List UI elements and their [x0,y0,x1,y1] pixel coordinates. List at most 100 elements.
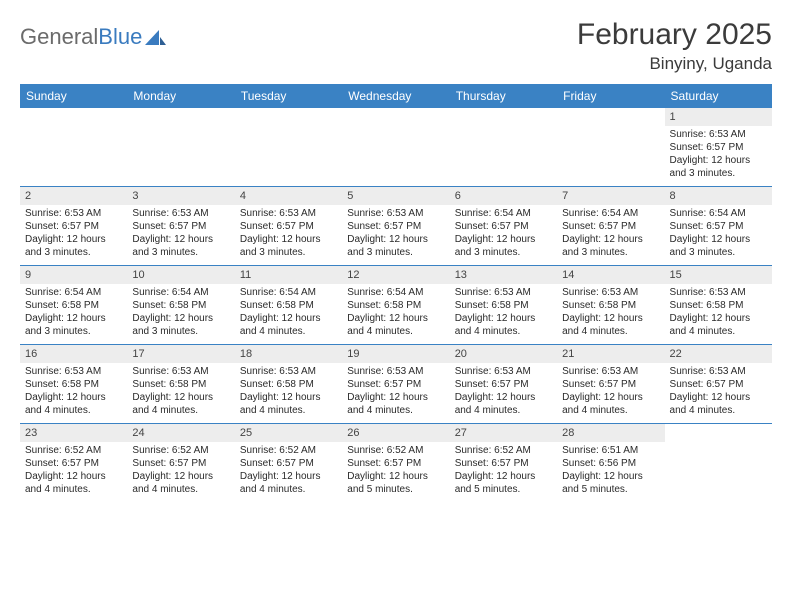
day-cell: 8Sunrise: 6:54 AMSunset: 6:57 PMDaylight… [665,187,772,265]
day-cell: 15Sunrise: 6:53 AMSunset: 6:58 PMDayligh… [665,266,772,344]
brand-part1: General [20,24,98,50]
day-number: 18 [235,345,342,363]
weeks-container: 1Sunrise: 6:53 AMSunset: 6:57 PMDaylight… [20,108,772,502]
sunrise-text: Sunrise: 6:54 AM [347,286,444,299]
day-cell: 4Sunrise: 6:53 AMSunset: 6:57 PMDaylight… [235,187,342,265]
sunrise-text: Sunrise: 6:53 AM [347,365,444,378]
sunrise-text: Sunrise: 6:53 AM [562,365,659,378]
day-cell: 22Sunrise: 6:53 AMSunset: 6:57 PMDayligh… [665,345,772,423]
daylight-text: Daylight: 12 hours and 3 minutes. [562,233,659,259]
day-cell [235,108,342,186]
sunset-text: Sunset: 6:58 PM [670,299,767,312]
sunset-text: Sunset: 6:58 PM [562,299,659,312]
day-body: Sunrise: 6:54 AMSunset: 6:58 PMDaylight:… [235,284,342,342]
daylight-text: Daylight: 12 hours and 4 minutes. [347,391,444,417]
day-number: 27 [450,424,557,442]
day-cell: 2Sunrise: 6:53 AMSunset: 6:57 PMDaylight… [20,187,127,265]
daylight-text: Daylight: 12 hours and 4 minutes. [455,312,552,338]
day-body: Sunrise: 6:53 AMSunset: 6:58 PMDaylight:… [235,363,342,421]
sunrise-text: Sunrise: 6:53 AM [562,286,659,299]
day-number: 7 [557,187,664,205]
sunrise-text: Sunrise: 6:52 AM [132,444,229,457]
day-body: Sunrise: 6:53 AMSunset: 6:58 PMDaylight:… [557,284,664,342]
day-number: 23 [20,424,127,442]
day-number: 10 [127,266,234,284]
sunrise-text: Sunrise: 6:54 AM [455,207,552,220]
sunrise-text: Sunrise: 6:53 AM [670,128,767,141]
day-cell: 28Sunrise: 6:51 AMSunset: 6:56 PMDayligh… [557,424,664,502]
day-body: Sunrise: 6:52 AMSunset: 6:57 PMDaylight:… [235,442,342,500]
day-cell: 23Sunrise: 6:52 AMSunset: 6:57 PMDayligh… [20,424,127,502]
weekday-header: Saturday [665,84,772,108]
daylight-text: Daylight: 12 hours and 4 minutes. [347,312,444,338]
daylight-text: Daylight: 12 hours and 3 minutes. [455,233,552,259]
day-body: Sunrise: 6:53 AMSunset: 6:57 PMDaylight:… [127,205,234,263]
daylight-text: Daylight: 12 hours and 3 minutes. [670,154,767,180]
weekday-header: Tuesday [235,84,342,108]
sunrise-text: Sunrise: 6:53 AM [25,365,122,378]
sunrise-text: Sunrise: 6:53 AM [670,365,767,378]
calendar-grid: SundayMondayTuesdayWednesdayThursdayFrid… [20,84,772,502]
day-number: 14 [557,266,664,284]
sunset-text: Sunset: 6:57 PM [670,141,767,154]
day-body: Sunrise: 6:53 AMSunset: 6:57 PMDaylight:… [450,363,557,421]
sunset-text: Sunset: 6:58 PM [240,299,337,312]
daylight-text: Daylight: 12 hours and 4 minutes. [25,391,122,417]
sunset-text: Sunset: 6:57 PM [455,457,552,470]
day-number: 11 [235,266,342,284]
day-body: Sunrise: 6:53 AMSunset: 6:57 PMDaylight:… [342,363,449,421]
day-body: Sunrise: 6:52 AMSunset: 6:57 PMDaylight:… [342,442,449,500]
daylight-text: Daylight: 12 hours and 5 minutes. [347,470,444,496]
day-body: Sunrise: 6:54 AMSunset: 6:57 PMDaylight:… [557,205,664,263]
day-cell [450,108,557,186]
day-number: 28 [557,424,664,442]
sunset-text: Sunset: 6:57 PM [240,220,337,233]
week-row: 16Sunrise: 6:53 AMSunset: 6:58 PMDayligh… [20,344,772,423]
day-cell [342,108,449,186]
day-body: Sunrise: 6:52 AMSunset: 6:57 PMDaylight:… [450,442,557,500]
sunrise-text: Sunrise: 6:53 AM [132,207,229,220]
daylight-text: Daylight: 12 hours and 4 minutes. [132,391,229,417]
sunrise-text: Sunrise: 6:51 AM [562,444,659,457]
sunset-text: Sunset: 6:57 PM [347,457,444,470]
day-cell [557,108,664,186]
day-body: Sunrise: 6:53 AMSunset: 6:57 PMDaylight:… [20,205,127,263]
sunrise-text: Sunrise: 6:54 AM [240,286,337,299]
day-body: Sunrise: 6:54 AMSunset: 6:58 PMDaylight:… [127,284,234,342]
daylight-text: Daylight: 12 hours and 4 minutes. [240,312,337,338]
sunrise-text: Sunrise: 6:53 AM [670,286,767,299]
daylight-text: Daylight: 12 hours and 5 minutes. [562,470,659,496]
day-cell: 17Sunrise: 6:53 AMSunset: 6:58 PMDayligh… [127,345,234,423]
day-number: 8 [665,187,772,205]
day-cell: 12Sunrise: 6:54 AMSunset: 6:58 PMDayligh… [342,266,449,344]
daylight-text: Daylight: 12 hours and 4 minutes. [240,470,337,496]
daylight-text: Daylight: 12 hours and 3 minutes. [25,233,122,259]
sunset-text: Sunset: 6:57 PM [562,220,659,233]
daylight-text: Daylight: 12 hours and 4 minutes. [670,391,767,417]
calendar-page: GeneralBlue February 2025 Binyiny, Ugand… [0,0,792,512]
sunset-text: Sunset: 6:58 PM [132,299,229,312]
weekday-header: Wednesday [342,84,449,108]
sunset-text: Sunset: 6:57 PM [670,378,767,391]
daylight-text: Daylight: 12 hours and 3 minutes. [670,233,767,259]
day-number: 3 [127,187,234,205]
sunrise-text: Sunrise: 6:53 AM [240,207,337,220]
sunset-text: Sunset: 6:58 PM [240,378,337,391]
day-body: Sunrise: 6:54 AMSunset: 6:58 PMDaylight:… [20,284,127,342]
logo-sail-icon [145,28,167,46]
sunrise-text: Sunrise: 6:52 AM [240,444,337,457]
daylight-text: Daylight: 12 hours and 3 minutes. [240,233,337,259]
day-body: Sunrise: 6:54 AMSunset: 6:58 PMDaylight:… [342,284,449,342]
sunrise-text: Sunrise: 6:53 AM [240,365,337,378]
day-body: Sunrise: 6:52 AMSunset: 6:57 PMDaylight:… [20,442,127,500]
day-cell: 5Sunrise: 6:53 AMSunset: 6:57 PMDaylight… [342,187,449,265]
title-block: February 2025 Binyiny, Uganda [577,18,772,74]
day-number: 26 [342,424,449,442]
weekday-header: Monday [127,84,234,108]
day-cell: 25Sunrise: 6:52 AMSunset: 6:57 PMDayligh… [235,424,342,502]
day-cell: 20Sunrise: 6:53 AMSunset: 6:57 PMDayligh… [450,345,557,423]
day-cell: 24Sunrise: 6:52 AMSunset: 6:57 PMDayligh… [127,424,234,502]
sunset-text: Sunset: 6:58 PM [25,299,122,312]
day-cell: 27Sunrise: 6:52 AMSunset: 6:57 PMDayligh… [450,424,557,502]
day-cell: 7Sunrise: 6:54 AMSunset: 6:57 PMDaylight… [557,187,664,265]
